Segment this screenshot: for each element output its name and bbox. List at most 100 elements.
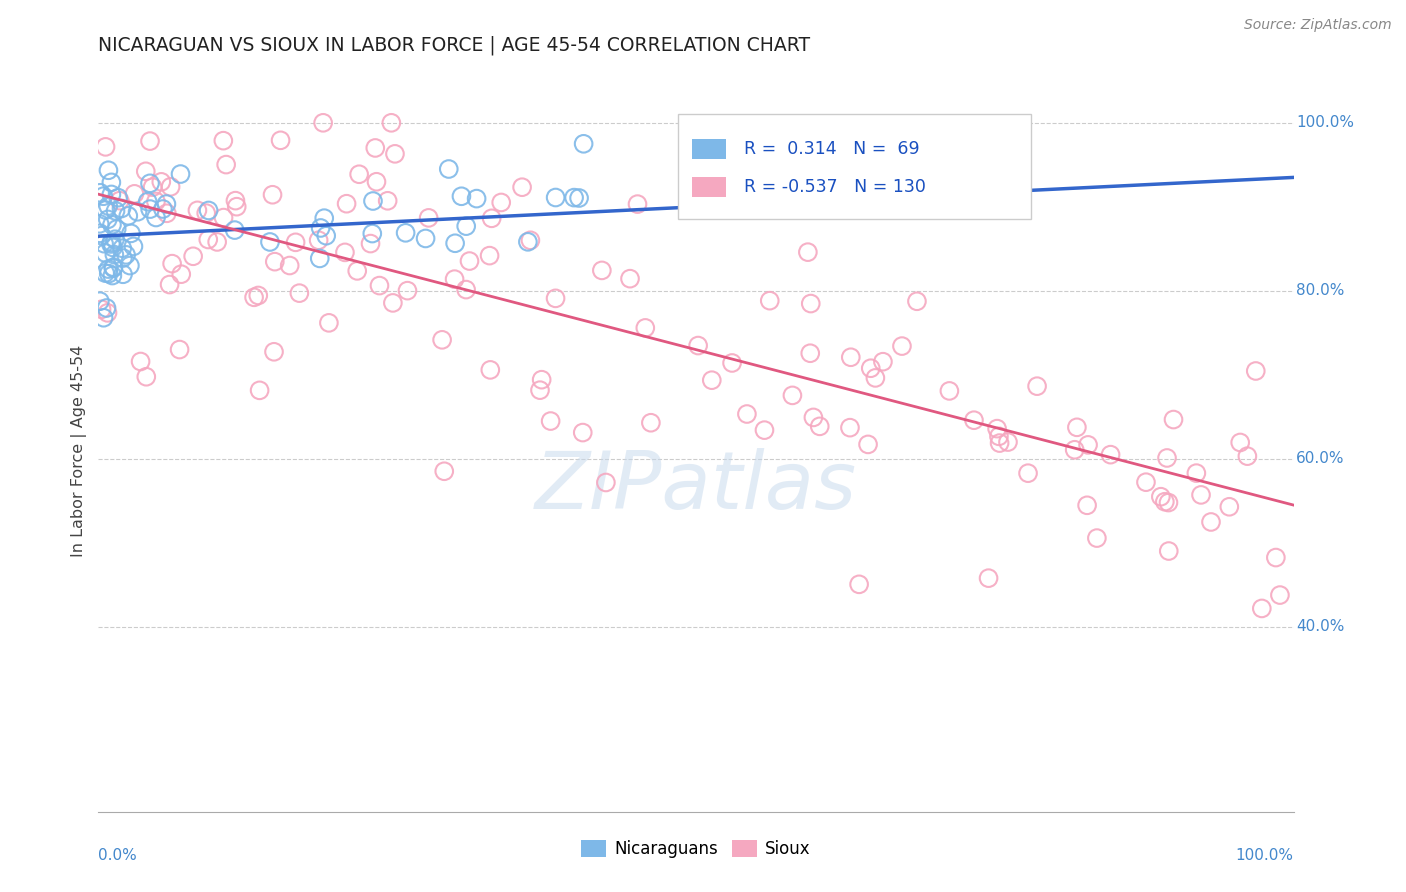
Point xyxy=(1157,495,1180,509)
Point xyxy=(986,422,1008,436)
Point xyxy=(433,464,456,478)
Point xyxy=(1099,448,1122,462)
FancyBboxPatch shape xyxy=(678,114,1031,219)
Point xyxy=(186,203,208,218)
Point xyxy=(155,197,177,211)
Point xyxy=(489,195,512,210)
Point xyxy=(145,211,167,225)
Point xyxy=(170,267,193,281)
Point xyxy=(997,435,1019,450)
Point xyxy=(104,203,127,218)
Point xyxy=(346,264,368,278)
Point xyxy=(96,301,118,315)
Point xyxy=(839,351,862,365)
Point xyxy=(456,283,478,297)
Point xyxy=(139,134,162,148)
Point xyxy=(1153,494,1175,508)
Point xyxy=(117,209,139,223)
Y-axis label: In Labor Force | Age 45-54: In Labor Force | Age 45-54 xyxy=(72,344,87,557)
Point xyxy=(159,179,181,194)
Point xyxy=(444,236,467,251)
Point xyxy=(262,187,284,202)
Point xyxy=(93,310,115,325)
Point xyxy=(562,191,585,205)
Point xyxy=(169,343,191,357)
Point xyxy=(1229,435,1251,450)
Point xyxy=(97,199,120,213)
Text: Source: ZipAtlas.com: Source: ZipAtlas.com xyxy=(1244,18,1392,32)
Point xyxy=(195,206,218,220)
Point xyxy=(859,361,882,376)
Point xyxy=(97,262,120,277)
Point xyxy=(90,302,112,317)
Point xyxy=(93,189,115,203)
Point xyxy=(224,194,246,208)
Point xyxy=(1076,498,1098,512)
Point xyxy=(103,261,125,276)
Point xyxy=(197,232,219,246)
Point xyxy=(318,316,340,330)
Point xyxy=(544,190,567,204)
Point xyxy=(458,254,481,268)
Point xyxy=(619,271,641,285)
Point xyxy=(1077,438,1099,452)
Point xyxy=(135,369,157,384)
Point xyxy=(111,251,134,265)
Point xyxy=(571,425,593,440)
Point xyxy=(108,194,131,208)
Point xyxy=(865,371,887,385)
Point xyxy=(1268,588,1291,602)
Point xyxy=(139,176,162,190)
Point xyxy=(1185,466,1208,480)
Point xyxy=(465,192,488,206)
Point xyxy=(758,293,780,308)
Point xyxy=(394,226,416,240)
Point xyxy=(478,249,501,263)
Point xyxy=(481,211,503,226)
Point xyxy=(1218,500,1240,514)
Point xyxy=(139,202,162,216)
Point xyxy=(839,420,862,434)
Point xyxy=(1063,442,1085,457)
Point xyxy=(96,306,118,320)
Point xyxy=(89,227,111,241)
Point xyxy=(89,217,111,231)
Point xyxy=(360,236,382,251)
Point xyxy=(333,245,356,260)
Point xyxy=(270,133,292,147)
Point xyxy=(1135,475,1157,490)
Point xyxy=(1017,466,1039,480)
Point xyxy=(89,294,111,309)
Point xyxy=(145,194,167,209)
Point xyxy=(626,197,648,211)
Point xyxy=(800,296,823,310)
Point xyxy=(100,237,122,252)
Point xyxy=(905,294,928,309)
Point xyxy=(529,383,551,397)
Point xyxy=(288,286,311,301)
Point xyxy=(314,211,336,226)
Point xyxy=(347,167,370,181)
Point xyxy=(103,260,125,275)
Point xyxy=(443,272,465,286)
Point xyxy=(418,211,440,225)
Point xyxy=(169,167,191,181)
Point xyxy=(308,233,330,247)
Text: 80.0%: 80.0% xyxy=(1296,284,1344,298)
Point xyxy=(247,288,270,302)
Point xyxy=(120,227,142,241)
Point xyxy=(263,344,285,359)
Point xyxy=(101,268,124,283)
Point xyxy=(977,571,1000,585)
Point xyxy=(361,227,384,241)
Point xyxy=(591,263,613,277)
Point xyxy=(263,254,285,268)
Point xyxy=(361,194,384,208)
Point xyxy=(479,363,502,377)
Point xyxy=(595,475,617,490)
Point xyxy=(129,354,152,368)
Point xyxy=(110,202,132,216)
Text: 0.0%: 0.0% xyxy=(98,847,138,863)
Point xyxy=(100,175,122,189)
Point xyxy=(309,221,332,235)
